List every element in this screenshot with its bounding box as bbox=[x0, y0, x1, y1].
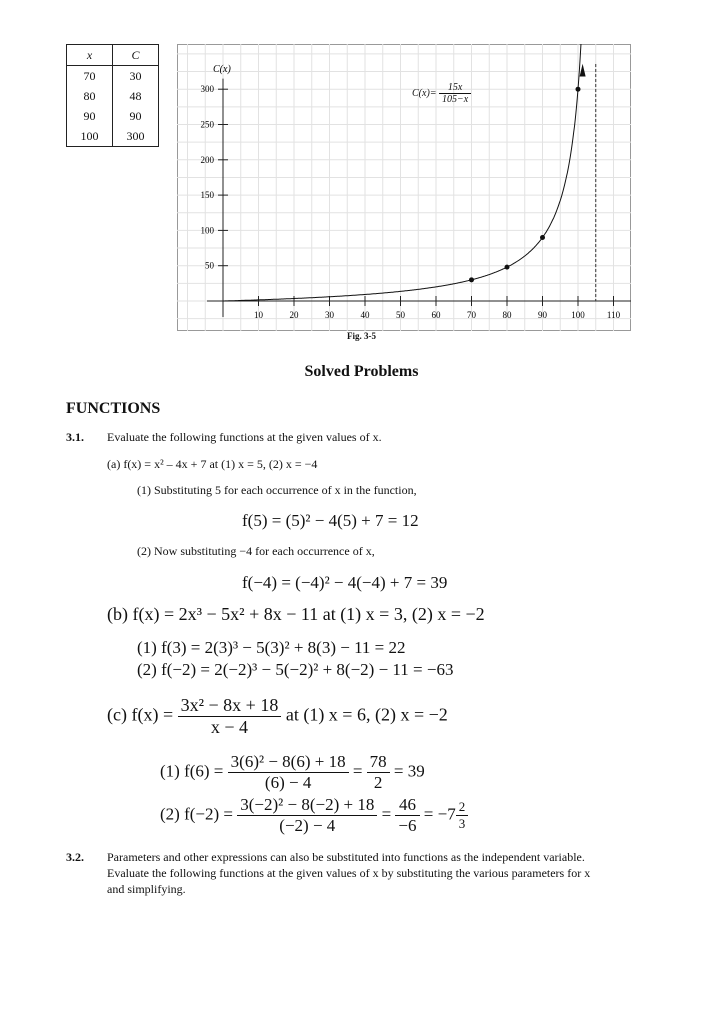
equation: (1) f(6) = 3(6)² − 8(6) + 18 (6) − 4 = 78… bbox=[160, 752, 425, 792]
chart: xC(x)10203040506070809010011050100150200… bbox=[177, 44, 631, 331]
problem-number: 3.2. bbox=[66, 850, 84, 864]
part-b: (b) f(x) = 2x³ − 5x² + 8x − 11 at (1) x … bbox=[107, 604, 485, 624]
y-tick-label: 50 bbox=[205, 261, 215, 271]
cell: 300 bbox=[126, 128, 145, 143]
equation: (2) f(−2) = 2(−2)³ − 5(−2)² + 8(−2) − 11… bbox=[137, 660, 454, 679]
y-tick-label: 100 bbox=[201, 225, 215, 235]
header-c: C bbox=[112, 44, 159, 66]
data-point bbox=[540, 234, 545, 240]
equation: f(−4) = (−4)² − 4(−4) + 7 = 39 bbox=[242, 573, 448, 592]
x-tick-label: 30 bbox=[325, 310, 335, 320]
y-axis-label: C(x) bbox=[213, 64, 231, 75]
x-tick-label: 20 bbox=[290, 310, 300, 320]
x-tick-label: 110 bbox=[607, 310, 621, 320]
problem-text: Evaluate the following functions at the … bbox=[107, 430, 382, 444]
data-point bbox=[575, 86, 581, 92]
equation: (1) f(3) = 2(3)³ − 5(3)² + 8(3) − 11 = 2… bbox=[137, 638, 406, 657]
cell: 100 bbox=[66, 126, 113, 147]
cell: 80 bbox=[66, 86, 113, 106]
plot-frame bbox=[177, 44, 631, 331]
problem-number: 3.1. bbox=[66, 430, 84, 444]
cell: 30 bbox=[129, 68, 142, 83]
cell: 90 bbox=[129, 108, 142, 123]
curve bbox=[223, 44, 582, 302]
step: (2) Now substituting −4 for each occurre… bbox=[137, 544, 375, 558]
header-x: x bbox=[66, 44, 113, 66]
y-tick-label: 250 bbox=[201, 120, 215, 130]
x-tick-label: 40 bbox=[361, 310, 371, 320]
formula: C(x)= 15x 105−x bbox=[412, 82, 472, 105]
problem-text: Evaluate the following functions at the … bbox=[107, 866, 591, 880]
cell: 90 bbox=[66, 106, 113, 126]
x-tick-label: 90 bbox=[538, 310, 548, 320]
data-point bbox=[469, 277, 474, 283]
x-tick-label: 10 bbox=[254, 310, 264, 320]
step: (1) Substituting 5 for each occurrence o… bbox=[137, 483, 417, 497]
x-tick-label: 80 bbox=[503, 310, 513, 320]
arrow-head bbox=[579, 63, 586, 77]
problem-text: and simplifying. bbox=[107, 882, 186, 896]
y-tick-label: 300 bbox=[201, 84, 215, 94]
part-c: (c) f(x) = 3x² − 8x + 18 x − 4 at (1) x =… bbox=[107, 695, 448, 737]
x-tick-label: 70 bbox=[467, 310, 477, 320]
y-tick-label: 200 bbox=[201, 155, 215, 165]
figure-caption: Fig. 3-5 bbox=[347, 331, 376, 341]
cell: 70 bbox=[66, 65, 113, 86]
equation: f(5) = (5)² − 4(5) + 7 = 12 bbox=[242, 511, 419, 530]
section-title: Solved Problems bbox=[304, 363, 419, 380]
x-tick-label: 60 bbox=[432, 310, 442, 320]
problem-text: Parameters and other expressions can als… bbox=[107, 850, 585, 864]
data-point bbox=[504, 264, 510, 270]
part-a: (a) f(x) = x² – 4x + 7 at (1) x = 5, (2)… bbox=[107, 457, 318, 471]
x-tick-label: 100 bbox=[571, 310, 585, 320]
x-tick-label: 50 bbox=[396, 310, 406, 320]
y-tick-label: 150 bbox=[201, 190, 215, 200]
heading: FUNCTIONS bbox=[66, 400, 161, 417]
equation: (2) f(−2) = 3(−2)² − 8(−2) + 18 (−2) − 4 … bbox=[160, 795, 469, 836]
cell: 48 bbox=[129, 88, 142, 103]
